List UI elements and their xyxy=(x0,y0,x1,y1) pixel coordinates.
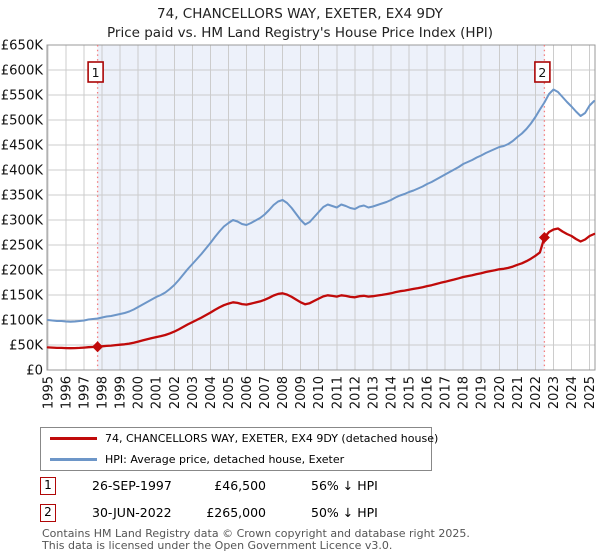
chart-legend: 74, CHANCELLORS WAY, EXETER, EX4 9DY (de… xyxy=(40,427,438,471)
x-tick-label: 2012 xyxy=(348,376,363,409)
page-title: 74, CHANCELLORS WAY, EXETER, EX4 9DY xyxy=(157,6,443,22)
x-tick-label: 2011 xyxy=(330,376,345,409)
x-tick-label: 2002 xyxy=(168,376,183,409)
legend-item-price-paid: 74, CHANCELLORS WAY, EXETER, EX4 9DY (de… xyxy=(41,428,438,449)
sale-row-2: 2 30-JUN-2022 £265,000 50% ↓ HPI xyxy=(0,504,600,524)
sale-date: 30-JUN-2022 xyxy=(92,505,172,520)
price-hpi-chart: 1 2 £0 £50K £100K £150K £200K £250K £300K £350K £4… xyxy=(1,39,598,409)
x-tick-label: 2015 xyxy=(403,376,418,409)
x-tick-label: 2024 xyxy=(565,376,580,409)
annotation-label: 2 xyxy=(538,65,546,80)
y-tick-label: £200K xyxy=(1,264,44,279)
x-tick-label: 2010 xyxy=(312,376,327,409)
legend-label: 74, CHANCELLORS WAY, EXETER, EX4 9DY (de… xyxy=(105,432,439,445)
sale-marker xyxy=(538,232,550,243)
x-tick-label: 2020 xyxy=(493,376,508,409)
annotation-box xyxy=(87,61,104,83)
ownership-period-band xyxy=(97,45,545,370)
footer-line-1: Contains HM Land Registry data © Crown c… xyxy=(42,527,470,540)
x-tick-label: 2009 xyxy=(294,376,309,409)
price-paid-line xyxy=(46,227,596,350)
y-tick-label: £0 xyxy=(26,364,43,379)
y-tick-label: £550K xyxy=(1,89,44,104)
legend-label: HPI: Average price, detached house, Exet… xyxy=(105,453,345,466)
x-tick-label: 2016 xyxy=(421,376,436,409)
sale-hpi-difference: 56% ↓ HPI xyxy=(311,478,378,493)
sale-row-1: 1 26-SEP-1997 £46,500 56% ↓ HPI xyxy=(0,477,600,497)
y-tick-label: £450K xyxy=(1,139,44,154)
sale-hpi-difference: 50% ↓ HPI xyxy=(311,505,378,520)
x-tick-label: 2017 xyxy=(439,376,454,409)
y-tick-label: £100K xyxy=(1,314,44,329)
x-tick-label: 2022 xyxy=(529,376,544,409)
hpi-line-swatch xyxy=(50,458,97,461)
x-tick-label: 2019 xyxy=(475,376,490,409)
y-tick-label: £50K xyxy=(9,339,43,354)
y-tick-label: £500K xyxy=(1,114,44,129)
x-tick-label: 2018 xyxy=(457,376,472,409)
x-tick-label: 2000 xyxy=(132,376,147,409)
sale-marker xyxy=(92,341,104,353)
x-tick-label: 2004 xyxy=(204,376,219,409)
y-tick-label: £400K xyxy=(1,164,44,179)
annotation-box xyxy=(534,61,551,83)
x-tick-label: 1999 xyxy=(114,376,129,409)
x-tick-label: 2023 xyxy=(547,376,562,409)
y-tick-label: £650K xyxy=(1,39,44,54)
x-tick-label: 2005 xyxy=(222,376,237,409)
x-tick-label: 2007 xyxy=(258,376,273,409)
annotation-label: 1 xyxy=(92,65,100,80)
y-tick-label: £600K xyxy=(1,64,44,79)
x-tick-label: 2014 xyxy=(385,376,400,409)
plot-border xyxy=(46,44,596,371)
chart-header: 74, CHANCELLORS WAY, EXETER, EX4 9DY Pri… xyxy=(0,5,600,43)
y-tick-label: £250K xyxy=(1,239,44,254)
y-tick-label: £300K xyxy=(1,214,44,229)
x-tick-label: 2025 xyxy=(583,376,598,409)
license-footer: Contains HM Land Registry data © Crown c… xyxy=(42,528,470,552)
footer-line-2: This data is licensed under the Open Gov… xyxy=(42,539,393,552)
x-tick-label: 2013 xyxy=(366,376,381,409)
sale-number-badge: 2 xyxy=(40,504,56,522)
page-subtitle: Price paid vs. HM Land Registry's House … xyxy=(107,25,493,41)
x-tick-label: 2003 xyxy=(186,376,201,409)
y-tick-label: £350K xyxy=(1,189,44,204)
sale-number-badge: 1 xyxy=(40,477,56,495)
y-tick-label: £150K xyxy=(1,289,44,304)
sale-price: £46,500 xyxy=(214,478,266,493)
x-tick-label: 2006 xyxy=(240,376,255,409)
x-tick-label: 1996 xyxy=(60,376,75,409)
x-tick-label: 1997 xyxy=(78,376,93,409)
x-tick-label: 2021 xyxy=(511,376,526,409)
x-tick-label: 2008 xyxy=(276,376,291,409)
x-tick-label: 2001 xyxy=(150,376,165,409)
price-paid-line-swatch xyxy=(50,437,97,440)
x-tick-label: 1995 xyxy=(41,376,56,409)
sale-date: 26-SEP-1997 xyxy=(92,478,172,493)
hpi-line xyxy=(46,88,596,323)
legend-item-hpi: HPI: Average price, detached house, Exet… xyxy=(41,449,431,470)
sale-price: £265,000 xyxy=(206,505,266,520)
x-tick-label: 1998 xyxy=(96,376,111,409)
